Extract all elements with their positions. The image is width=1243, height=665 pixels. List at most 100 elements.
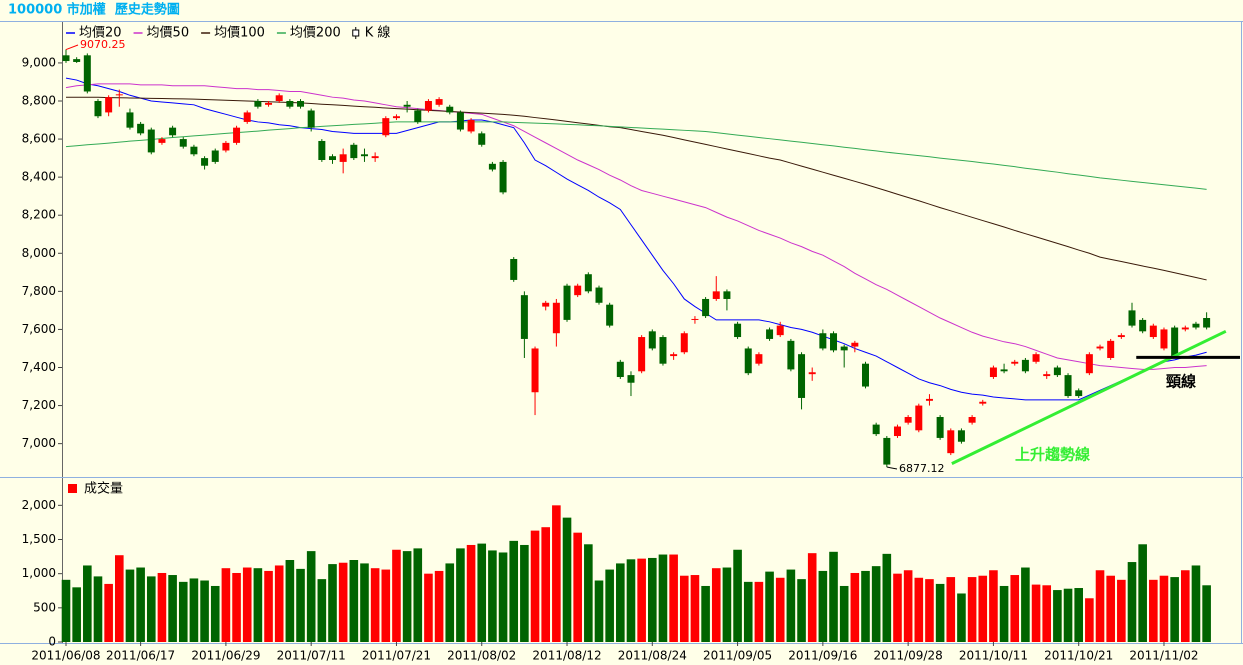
x-tick-label: 2011/07/11 xyxy=(277,649,346,663)
candle-body xyxy=(360,154,368,157)
candle-body xyxy=(286,100,294,107)
candle-body xyxy=(1181,327,1189,330)
volume-bar xyxy=(232,572,241,642)
volume-bar xyxy=(871,566,881,642)
candle-body xyxy=(435,99,443,105)
volume-bar xyxy=(584,544,593,642)
volume-bar xyxy=(1117,579,1126,642)
y-tick-label: 7,800 xyxy=(22,284,56,298)
candle-body xyxy=(1139,319,1147,332)
candle-body xyxy=(1203,318,1211,328)
volume-bar xyxy=(1138,544,1147,642)
y-tick-label: 9,000 xyxy=(22,55,56,69)
candle-body xyxy=(979,401,987,404)
volume-bar xyxy=(488,550,497,642)
volume-bar xyxy=(1021,567,1030,642)
candle-body xyxy=(467,120,475,132)
volume-bar xyxy=(786,569,796,642)
volume-bar xyxy=(1074,588,1083,642)
candle-body xyxy=(382,118,390,136)
candle-body xyxy=(297,100,305,107)
candle-body xyxy=(392,116,400,119)
candle-body xyxy=(201,158,209,166)
volume-bar xyxy=(722,567,732,642)
x-tick-label: 2011/07/21 xyxy=(362,649,431,663)
volume-bar xyxy=(541,527,550,642)
candle-body xyxy=(190,146,198,155)
volume-bar xyxy=(775,577,785,642)
volume-bar xyxy=(253,568,263,642)
candle-body xyxy=(371,156,379,159)
volume-bar xyxy=(1106,575,1115,642)
volume-bar xyxy=(456,548,465,642)
candle-body xyxy=(1117,335,1125,338)
candle-body xyxy=(968,416,976,423)
volume-bar xyxy=(274,565,284,642)
volume-bar xyxy=(242,567,252,642)
volume-bar xyxy=(626,559,636,642)
volume-bar xyxy=(264,570,273,642)
volume-bar xyxy=(679,575,689,642)
volume-bar xyxy=(935,583,945,642)
candle-body xyxy=(830,333,838,351)
volume-bar xyxy=(957,593,966,642)
volume-bar xyxy=(1191,565,1201,642)
volume-bar xyxy=(392,549,401,642)
y-tick-label: 7,400 xyxy=(22,360,56,374)
x-tick-label: 2011/08/24 xyxy=(618,649,687,663)
volume-bar xyxy=(829,551,838,642)
leader-line xyxy=(886,466,898,470)
candle-body xyxy=(638,337,646,372)
candle-body xyxy=(819,333,827,349)
candle-body xyxy=(105,97,113,113)
volume-bar xyxy=(1181,570,1190,642)
volume-bar xyxy=(1127,562,1137,642)
volume-bar xyxy=(424,573,433,642)
volume-bar xyxy=(552,505,561,642)
candle-body xyxy=(1160,329,1168,349)
candle-body xyxy=(414,110,422,122)
legend-label: 成交量 xyxy=(84,481,123,497)
candle-body xyxy=(1011,361,1019,364)
candle-body xyxy=(1043,374,1051,377)
volume-bar xyxy=(413,548,423,642)
candle-body xyxy=(147,129,155,153)
volume-bar xyxy=(1010,575,1020,642)
candle-body xyxy=(744,348,752,374)
candle-body xyxy=(211,150,219,162)
volume-bar xyxy=(839,585,849,642)
volume-bar xyxy=(146,576,156,642)
candle-body xyxy=(179,139,187,147)
volume-bar xyxy=(104,583,113,642)
volume-bar xyxy=(914,577,924,642)
candle-body xyxy=(563,285,571,320)
volume-bar xyxy=(189,578,199,642)
volume-bar xyxy=(1159,575,1169,642)
volume-bar xyxy=(338,562,348,642)
y-tick-label: 0 xyxy=(48,635,56,649)
volume-bar xyxy=(434,570,444,642)
trend-label: 上升趨勢線 xyxy=(1015,446,1090,464)
candle-body xyxy=(1171,327,1179,357)
volume-bar xyxy=(1042,585,1052,642)
x-tick-label: 2011/08/12 xyxy=(532,649,601,663)
candle-body xyxy=(851,342,859,347)
candle-body xyxy=(584,274,592,292)
volume-bar xyxy=(797,579,806,642)
candle-body xyxy=(883,437,891,465)
volume-bar xyxy=(690,575,700,642)
volume-bar xyxy=(317,579,327,642)
x-tick-label: 2011/11/02 xyxy=(1129,649,1198,663)
candle-body xyxy=(1192,323,1200,328)
volume-bar xyxy=(370,568,380,642)
trend-line xyxy=(951,329,1227,465)
volume-bar xyxy=(1095,570,1105,642)
x-tick-label: 2011/10/11 xyxy=(959,649,1028,663)
candle-body xyxy=(680,333,688,353)
volume-bar xyxy=(200,580,209,642)
candle-body xyxy=(734,323,742,338)
x-tick-label: 2011/09/28 xyxy=(874,649,943,663)
volume-bar xyxy=(1053,590,1062,642)
candle-body xyxy=(329,156,336,161)
